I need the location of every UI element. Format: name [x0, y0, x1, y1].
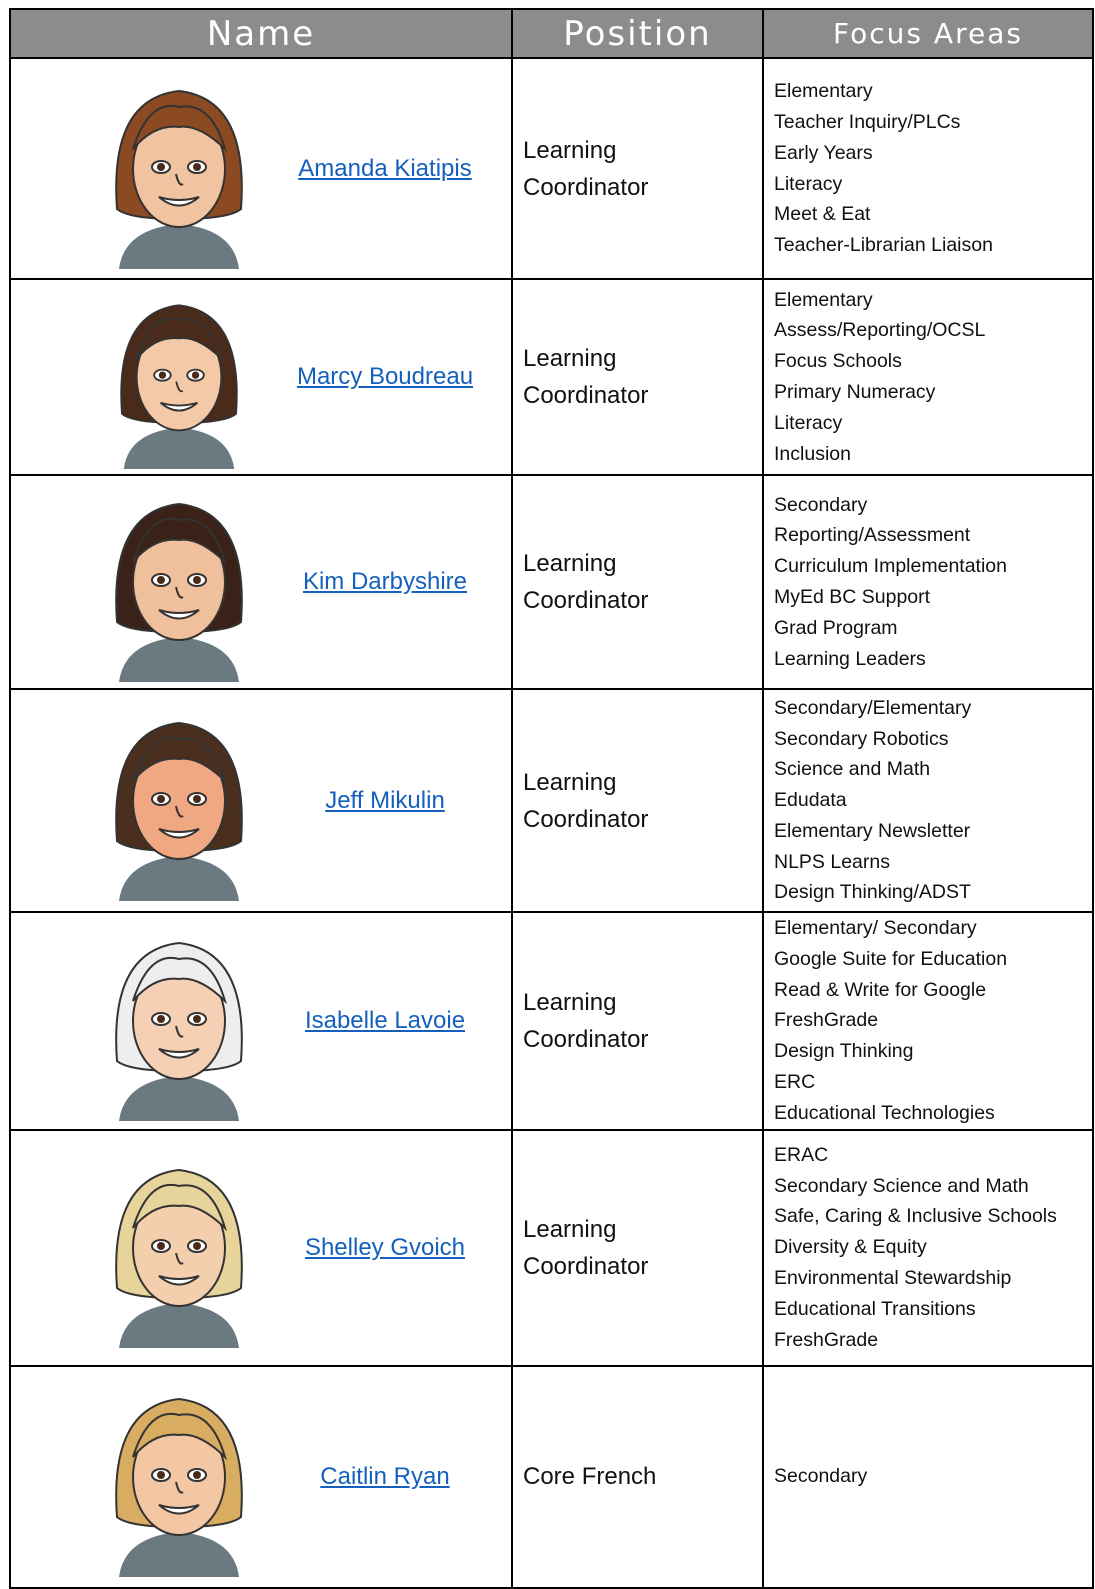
name-wrap: Shelley Gvoich: [11, 1131, 511, 1365]
position-cell: Learning Coordinator: [511, 57, 764, 280]
name-cell: Caitlin Ryan: [9, 1364, 513, 1589]
focus-area: Reporting/Assessment: [774, 524, 971, 547]
avatar: [115, 721, 243, 901]
avatar: [115, 1397, 243, 1577]
focus-area: Secondary: [774, 1465, 868, 1488]
name-cell: Jeff Mikulin: [9, 688, 513, 913]
focus-area: Elementary/ Secondary: [774, 917, 977, 939]
staff-link[interactable]: Amanda Kiatipis: [298, 154, 472, 182]
avatar: [115, 1168, 243, 1348]
focus-cell: Secondary Reporting/Assessment Curriculum …: [762, 474, 1094, 690]
focus-area: Literacy: [774, 172, 843, 195]
focus-area: Focus Schools: [774, 350, 902, 373]
focus-cell: Elementary Teacher Inquiry/PLCs Early Year…: [762, 57, 1094, 280]
staff-row: Jeff Mikulin Learning Coordinator Secondar…: [9, 688, 1094, 913]
focus-area: Literacy: [774, 411, 843, 434]
focus-area: Learning Leaders: [774, 647, 926, 670]
avatar: [115, 941, 243, 1121]
position-cell: Learning Coordinator: [511, 278, 764, 476]
focus-area: Teacher Inquiry/PLCs: [774, 110, 961, 133]
focus-area: Safe, Caring & Inclusive Schools: [774, 1205, 1057, 1228]
focus-area: ERAC: [774, 1143, 829, 1166]
staff-link[interactable]: Marcy Boudreau: [296, 363, 474, 390]
avatar: [115, 502, 243, 682]
position-cell: Learning Coordinator: [511, 688, 764, 913]
focus-area: Design Thinking: [774, 1040, 914, 1063]
staff-table: Name Position Focus Areas Amanda Kiatipis L…: [9, 8, 1094, 1589]
position-cell: Core French: [511, 1364, 764, 1589]
staff-row: Kim Darbyshire Learning Coordinator Second…: [9, 474, 1094, 690]
focus-area: ERC: [774, 1070, 816, 1093]
focus-area: MyEd BC Support: [774, 586, 931, 608]
focus-area: Read & Write for Google: [774, 978, 987, 1001]
focus-area: Primary Numeracy: [774, 381, 936, 403]
column-header: Focus Areas: [762, 8, 1094, 59]
staff-link[interactable]: Jeff Mikulin: [325, 786, 445, 814]
staff-row: Shelley Gvoich Learning Coordinator ERAC Se…: [9, 1128, 1094, 1367]
staff-link[interactable]: Caitlin Ryan: [320, 1462, 450, 1490]
position-cell: Learning Coordinator: [511, 474, 764, 690]
column-header: Name: [9, 8, 513, 59]
staff-row: Amanda Kiatipis Learning Coordinator Eleme…: [9, 57, 1094, 280]
focus-area: Educational Technologies: [774, 1101, 995, 1124]
focus-area: Early Years: [774, 141, 873, 164]
focus-area: Science and Math: [774, 758, 931, 781]
name-wrap: Caitlin Ryan: [11, 1367, 511, 1587]
focus-area: Assess/Reporting/OCSL: [774, 319, 986, 342]
staff-link[interactable]: Kim Darbyshire: [302, 568, 468, 595]
focus-area: Google Suite for Education: [774, 947, 1008, 970]
name-wrap: Amanda Kiatipis: [11, 59, 511, 278]
focus-area: Elementary: [774, 80, 873, 103]
focus-area: FreshGrade: [774, 1328, 879, 1351]
name-cell: Kim Darbyshire: [9, 474, 513, 690]
column-header: Position: [511, 8, 764, 59]
name-wrap: Isabelle Lavoie: [11, 913, 511, 1129]
staff-link[interactable]: Isabelle Lavoie: [304, 1006, 466, 1034]
focus-cell: Elementary/ Secondary Google Suite for Ed…: [762, 911, 1094, 1131]
name-cell: Amanda Kiatipis: [9, 57, 513, 280]
avatar: [115, 89, 243, 269]
focus-cell: Secondary/Elementary Secondary Robotics Sc…: [762, 688, 1094, 913]
name-cell: Marcy Boudreau: [9, 278, 513, 476]
focus-area: Environmental Stewardship: [774, 1266, 1012, 1289]
focus-area: FreshGrade: [774, 1009, 879, 1032]
position-cell: Learning Coordinator: [511, 1128, 764, 1367]
focus-area: Grad Program: [774, 616, 898, 639]
focus-area: Secondary Robotics: [774, 727, 949, 750]
header-row: Name Position Focus Areas: [9, 8, 1094, 59]
name-cell: Isabelle Lavoie: [9, 911, 513, 1131]
staff-row: Caitlin Ryan Core French Secondary: [9, 1364, 1094, 1589]
focus-area: Elementary: [774, 288, 873, 311]
focus-area: Secondary: [774, 493, 868, 516]
name-wrap: Jeff Mikulin: [11, 690, 511, 911]
focus-area: Secondary/Elementary: [774, 696, 972, 719]
table-body: Amanda Kiatipis Learning Coordinator Eleme…: [9, 57, 1094, 1589]
position-cell: Learning Coordinator: [511, 911, 764, 1131]
focus-area: Teacher-Librarian Liaison: [774, 234, 993, 257]
avatar: [120, 304, 238, 469]
focus-cell: ERAC Secondary Science and Math Safe, Cari…: [762, 1128, 1094, 1367]
name-wrap: Marcy Boudreau: [11, 280, 511, 474]
focus-cell: Secondary: [762, 1364, 1094, 1589]
staff-row: Marcy Boudreau Learning Coordinator Elemen…: [9, 278, 1094, 476]
focus-area: Secondary Science and Math: [774, 1174, 1029, 1197]
focus-area: Meet & Eat: [774, 203, 871, 226]
focus-area: Inclusion: [774, 442, 851, 465]
focus-area: Educational Transitions: [774, 1297, 976, 1320]
focus-area: Elementary Newsletter: [774, 819, 971, 842]
focus-area: NLPS Learns: [774, 850, 890, 873]
focus-area: Curriculum Implementation: [774, 555, 1008, 578]
focus-area: Diversity & Equity: [774, 1236, 927, 1259]
focus-area: Design Thinking/ADST: [774, 881, 971, 904]
name-cell: Shelley Gvoich: [9, 1128, 513, 1367]
staff-link[interactable]: Shelley Gvoich: [304, 1233, 466, 1261]
name-wrap: Kim Darbyshire: [11, 476, 511, 688]
focus-area: Edudata: [774, 789, 847, 812]
staff-row: Isabelle Lavoie Learning Coordinator Eleme…: [9, 911, 1094, 1131]
focus-cell: Elementary Assess/Reporting/OCSL Focus Sch…: [762, 278, 1094, 476]
